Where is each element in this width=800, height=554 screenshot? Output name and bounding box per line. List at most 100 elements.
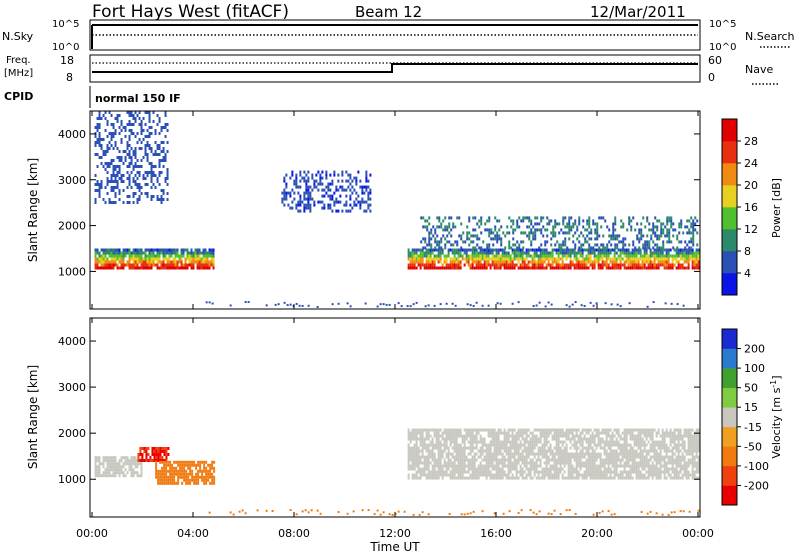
power-echo-cell (615, 260, 618, 264)
power-echo-cell (592, 219, 595, 223)
power-echo-cell (106, 144, 109, 147)
velocity-echo-cell (581, 437, 584, 441)
velocity-echo-cell (673, 473, 676, 477)
power-echo-cell (138, 248, 141, 252)
power-echo-cell (158, 147, 161, 150)
velocity-echo-cell (673, 461, 676, 465)
velocity-echo-cell (431, 467, 434, 471)
velocity-echo-cell (116, 465, 119, 469)
power-echo-cell (120, 254, 123, 258)
velocity-echo-cell (681, 443, 684, 447)
power-echo-cell (505, 260, 508, 264)
power-echo-cell (564, 216, 567, 220)
power-echo-cell (571, 303, 574, 306)
velocity-echo-cell (388, 513, 391, 516)
power-echo-cell (146, 135, 149, 138)
velocity-echo-cell (425, 476, 428, 480)
velocity-echo-cell (503, 458, 506, 462)
velocity-echo-cell (529, 443, 532, 447)
velocity-echo-cell (653, 464, 656, 468)
power-echo-cell (118, 150, 121, 153)
velocity-echo-cell (525, 455, 528, 459)
velocity-echo-cell (443, 449, 446, 453)
velocity-echo-cell (163, 460, 166, 464)
power-echo-cell (565, 254, 568, 258)
velocity-echo-cell (631, 452, 634, 456)
velocity-echo-cell (589, 461, 592, 465)
velocity-echo-cell (479, 446, 482, 450)
velocity-echo-cell (595, 470, 598, 474)
power-echo-cell (204, 260, 207, 264)
power-echo-cell (122, 260, 125, 264)
power-echo-cell (427, 248, 430, 252)
velocity-echo-cell (619, 470, 622, 474)
velocity-echo-cell (649, 434, 652, 438)
velocity-echo-cell (203, 481, 206, 485)
power-echo-cell (200, 263, 203, 267)
velocity-echo-cell (585, 428, 588, 432)
velocity-echo-cell (435, 437, 438, 441)
power-echo-cell (136, 260, 139, 264)
power-echo-cell (614, 234, 617, 238)
velocity-echo-cell (453, 470, 456, 474)
power-echo-cell (690, 222, 693, 226)
power-echo-cell (434, 240, 437, 244)
velocity-echo-cell (557, 449, 560, 453)
power-echo-cell (208, 263, 211, 267)
velocity-echo-cell (541, 449, 544, 453)
power-echo-cell (303, 194, 306, 198)
velocity-echo-cell (547, 461, 550, 465)
velocity-echo-cell (411, 449, 414, 453)
power-echo-cell (343, 188, 346, 192)
power-echo-cell (578, 219, 581, 223)
power-echo-cell (439, 248, 442, 252)
velocity-echo-cell (697, 464, 700, 468)
power-echo-cell (425, 263, 428, 267)
power-echo-cell (367, 185, 370, 189)
power-echo-cell (532, 304, 535, 307)
power-echo-cell (553, 248, 556, 252)
velocity-echo-cell (621, 431, 624, 435)
power-echo-cell (605, 257, 608, 261)
power-echo-cell (132, 254, 135, 258)
velocity-echo-cell (551, 452, 554, 456)
velocity-echo-cell (503, 473, 506, 477)
power-echo-cell (691, 254, 694, 258)
power-echo-cell (560, 228, 563, 232)
power-echo-cell (341, 209, 344, 213)
velocity-echo-cell (431, 428, 434, 432)
power-echo-cell (602, 246, 605, 250)
velocity-echo-cell (647, 428, 650, 432)
velocity-echo-cell (407, 473, 410, 477)
power-echo-cell (202, 260, 205, 264)
velocity-echo-cell (295, 513, 298, 516)
power-echo-cell (104, 251, 107, 255)
velocity-echo-cell (599, 467, 602, 471)
power-echo-cell (94, 248, 97, 252)
velocity-echo-cell (555, 461, 558, 465)
power-echo-cell (424, 225, 427, 229)
power-echo-cell (319, 200, 322, 204)
power-echo-cell (150, 266, 153, 270)
velocity-echo-cell (413, 449, 416, 453)
power-echo-cell (545, 257, 548, 261)
velocity-echo-cell (583, 437, 586, 441)
velocity-echo-cell (98, 471, 101, 475)
velocity-echo-cell (407, 455, 410, 459)
power-echo-cell (485, 260, 488, 264)
power-echo-cell (541, 257, 544, 261)
velocity-echo-cell (165, 469, 168, 473)
velocity-echo-cell (527, 443, 530, 447)
velocity-echo-cell (555, 431, 558, 435)
velocity-echo-cell (625, 431, 628, 435)
velocity-echo-cell (429, 470, 432, 474)
power-echo-cell (578, 222, 581, 226)
velocity-echo-cell (475, 458, 478, 462)
velocity-echo-cell (473, 437, 476, 441)
power-echo-cell (676, 237, 679, 241)
velocity-echo-cell (471, 449, 474, 453)
velocity-echo-cell (683, 428, 686, 432)
velocity-echo-cell (595, 428, 598, 432)
velocity-echo-cell (583, 434, 586, 438)
power-echo-cell (407, 254, 410, 258)
